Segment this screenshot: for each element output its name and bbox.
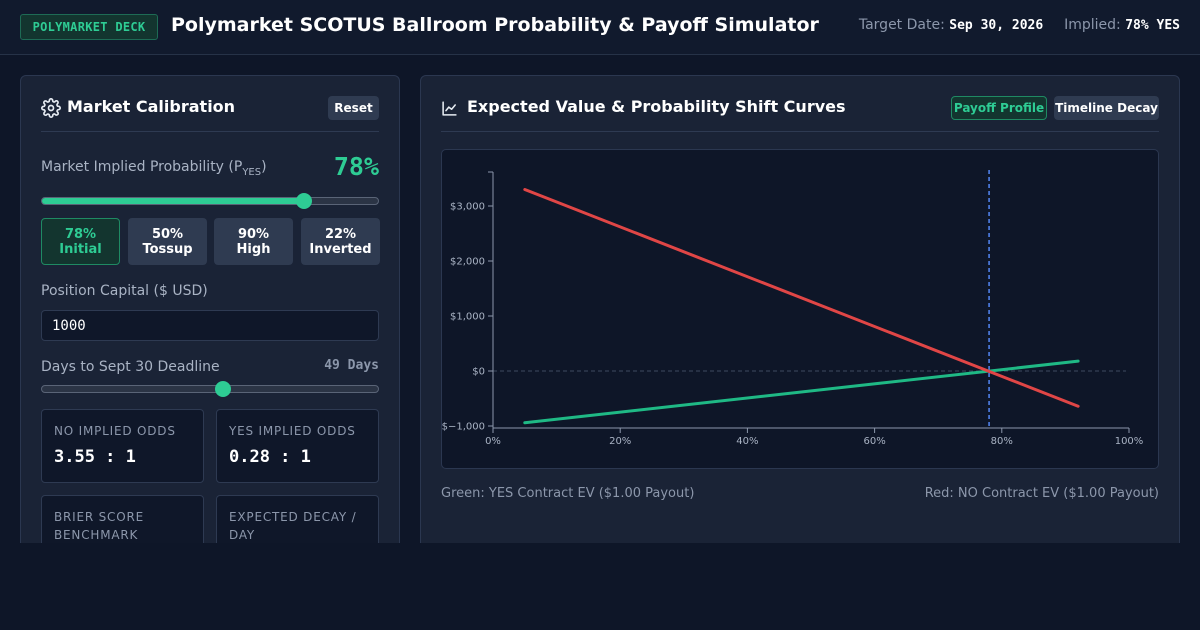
header-meta: Target Date: Sep 30, 2026 Implied: 78% Y… xyxy=(859,17,1180,33)
preset-name: Tossup xyxy=(142,241,193,257)
preset-pct: 78% xyxy=(64,226,97,242)
yes-odds-label: YES IMPLIED ODDS xyxy=(229,424,356,438)
viewport-cutoff xyxy=(0,543,1200,630)
x-tick-label: 20% xyxy=(609,436,631,447)
preset-pct: 50% xyxy=(151,226,184,242)
calibration-title: Market Calibration xyxy=(67,97,236,116)
capital-label: Position Capital ($ USD) xyxy=(41,283,208,299)
preset-button-initial[interactable]: 78% Initial xyxy=(41,218,120,265)
x-tick-label: 60% xyxy=(863,436,885,447)
no-odds-label: NO IMPLIED ODDS xyxy=(54,424,176,438)
brier-score-label: BRIER SCORE BENCHMARK xyxy=(54,510,145,542)
tab-payoff-profile[interactable]: Payoff Profile xyxy=(951,96,1047,120)
y-tick-label: $3,000 xyxy=(450,202,485,213)
brand-badge: POLYMARKET DECK xyxy=(20,14,158,40)
target-date-label: Target Date: xyxy=(858,17,945,33)
days-slider-thumb[interactable] xyxy=(215,381,232,397)
x-tick-label: 40% xyxy=(736,436,758,447)
no-odds-value: 3.55 : 1 xyxy=(54,447,136,467)
curves-header: Expected Value & Probability Shift Curve… xyxy=(441,96,1159,132)
probability-value: 78% xyxy=(333,152,379,181)
curves-title: Expected Value & Probability Shift Curve… xyxy=(467,97,846,116)
y-tick-label: $2,000 xyxy=(450,257,485,268)
yes-ev-line xyxy=(523,359,1080,425)
gear-icon xyxy=(41,98,61,118)
top-bar: POLYMARKET DECK Polymarket SCOTUS Ballro… xyxy=(0,0,1200,55)
market-calibration-panel: Market Calibration Reset Market Implied … xyxy=(20,75,400,565)
decay-label: EXPECTED DECAY / DAY xyxy=(229,510,357,542)
preset-button-tossup[interactable]: 50% Tossup xyxy=(128,218,207,265)
probability-label-subscript: YES xyxy=(242,166,262,178)
days-slider[interactable] xyxy=(41,381,379,397)
legend-no: Red: NO Contract EV ($1.00 Payout) xyxy=(924,486,1159,501)
no-odds-card: NO IMPLIED ODDS 3.55 : 1 xyxy=(41,409,204,483)
probability-label: Market Implied Probability (PYES) xyxy=(41,159,267,178)
y-tick-label: $1,000 xyxy=(450,312,485,323)
capital-input[interactable]: 1000 xyxy=(41,310,379,341)
tab-timeline-decay[interactable]: Timeline Decay xyxy=(1054,96,1159,120)
no-ev-line xyxy=(523,188,1080,408)
preset-pct: 22% xyxy=(324,226,357,242)
implied-value: 78% YES xyxy=(1125,18,1180,33)
line-chart-icon xyxy=(442,101,457,116)
probability-slider-fill xyxy=(42,198,305,204)
curves-panel: Expected Value & Probability Shift Curve… xyxy=(420,75,1180,565)
preset-button-high[interactable]: 90% High xyxy=(214,218,293,265)
preset-name: Initial xyxy=(59,241,102,257)
y-tick-label: $−1,000 xyxy=(442,422,485,433)
yes-odds-card: YES IMPLIED ODDS 0.28 : 1 xyxy=(216,409,379,483)
preset-name: High xyxy=(236,241,271,257)
preset-name: Inverted xyxy=(309,241,372,257)
yes-odds-value: 0.28 : 1 xyxy=(229,447,311,467)
probability-slider[interactable] xyxy=(41,193,379,209)
target-date-value: Sep 30, 2026 xyxy=(949,18,1044,33)
preset-pct: 90% xyxy=(237,226,270,242)
ev-chart-svg: $−1,000 $0 $1,000 $2,000 $3,000 0% 20% 40% 60% 80… xyxy=(442,170,1144,447)
implied-label: Implied: xyxy=(1064,17,1121,33)
probability-slider-thumb[interactable] xyxy=(296,193,313,209)
app-title: Polymarket SCOTUS Ballroom Probability &… xyxy=(171,14,819,36)
preset-button-inverted[interactable]: 22% Inverted xyxy=(301,218,380,265)
ev-chart: $−1,000 $0 $1,000 $2,000 $3,000 0% 20% 40% 60% 80… xyxy=(441,149,1159,469)
reset-button[interactable]: Reset xyxy=(328,96,379,120)
y-tick-label: $0 xyxy=(472,367,485,378)
calibration-header: Market Calibration Reset xyxy=(41,96,379,132)
x-tick-label: 0% xyxy=(485,436,501,447)
days-value: 49 Days xyxy=(324,358,379,373)
days-label: Days to Sept 30 Deadline xyxy=(41,359,220,375)
x-tick-label: 80% xyxy=(991,436,1013,447)
legend-yes: Green: YES Contract EV ($1.00 Payout) xyxy=(441,486,695,501)
x-tick-label: 100% xyxy=(1115,436,1144,447)
